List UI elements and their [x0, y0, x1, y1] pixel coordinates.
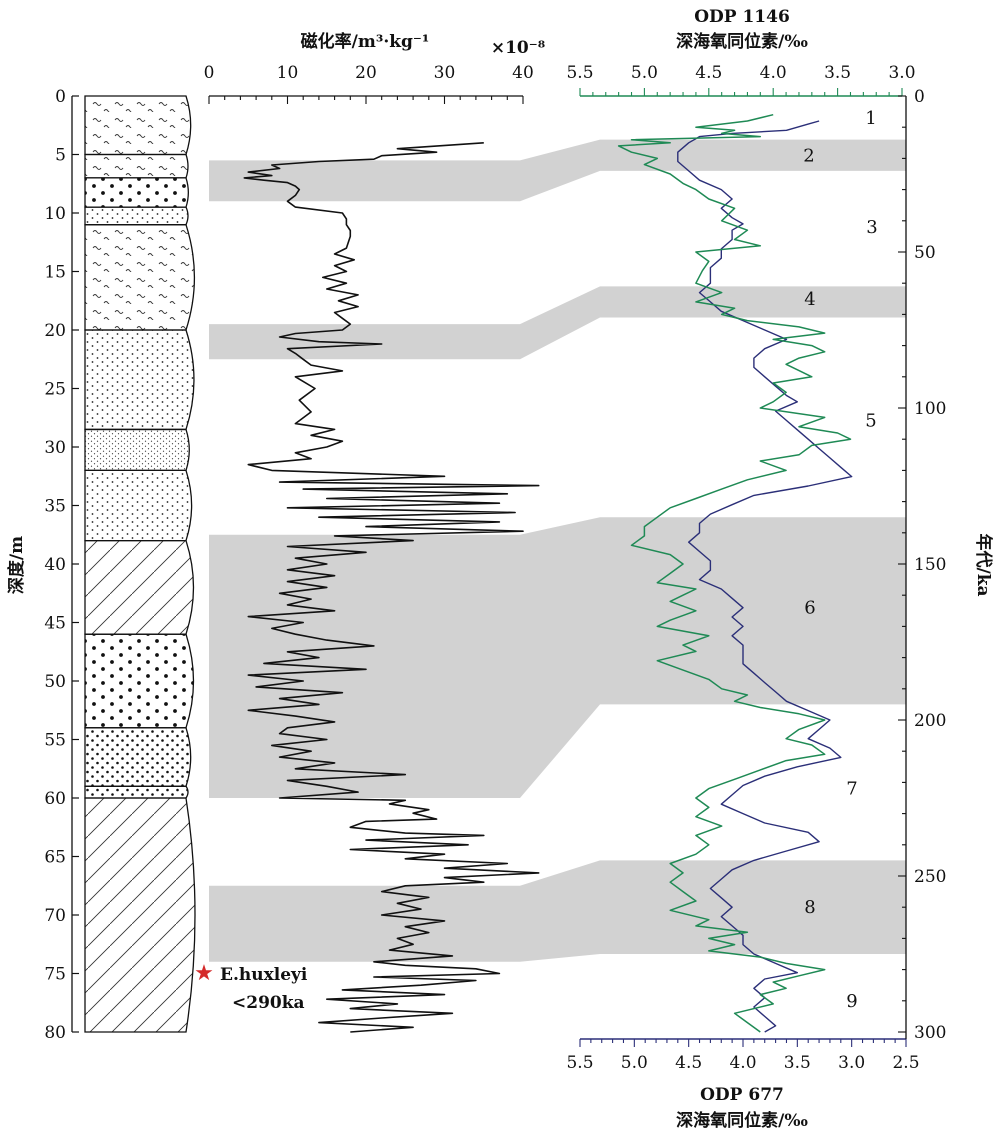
stage-label: 1	[865, 108, 876, 129]
lithology-unit	[84, 539, 195, 635]
data-lines	[243, 113, 853, 1033]
stage-label: 5	[865, 410, 876, 431]
odp1146-tick-label: 3.5	[824, 63, 851, 83]
odp677-subtitle: 深海氧同位素/‰	[676, 1110, 808, 1131]
depth-tick-label: 45	[44, 614, 66, 634]
lithology-unit	[84, 206, 189, 226]
odp1146-tick-label: 4.5	[695, 63, 722, 83]
odp1146-title: ODP 1146	[694, 7, 790, 27]
depth-axis-title: 深度/m	[6, 536, 27, 594]
isotope-stage-labels: 1 2 3 4 5 6 7 8 9	[803, 108, 877, 1012]
depth-tick-label: 40	[44, 555, 66, 575]
age-tick-label: 300	[914, 1023, 946, 1043]
odp1146-subtitle: 深海氧同位素/‰	[676, 31, 808, 52]
ms-axis-title: 磁化率/m³·kg⁻¹	[301, 31, 430, 52]
lithology-unit	[84, 633, 195, 729]
odp677-tick-label: 3.0	[838, 1053, 865, 1073]
lithology-unit	[84, 177, 189, 208]
lithology-unit	[84, 727, 192, 787]
glacial-band	[209, 517, 906, 798]
age-tick-label: 200	[914, 711, 946, 731]
stage-label: 2	[803, 145, 814, 166]
age-axis-title: 年代/ka	[973, 533, 994, 596]
age-tick-label: 0	[914, 87, 925, 107]
depth-tick-label: 60	[44, 789, 66, 809]
glacial-band	[209, 860, 906, 962]
age-tick-label: 250	[914, 867, 946, 887]
depth-tick-label: 25	[44, 380, 66, 400]
star-marker-icon: ★	[194, 961, 214, 986]
depth-tick-label: 70	[44, 906, 66, 926]
odp1146-series-line	[617, 113, 852, 1033]
age-tick-label: 100	[914, 399, 946, 419]
marker-species-label: E.huxleyi	[220, 965, 308, 985]
depth-tick-label: 50	[44, 672, 66, 692]
odp677-tick-label: 4.5	[675, 1053, 702, 1073]
odp1146-tick-label: 4.0	[760, 63, 787, 83]
ms-tick-label: 20	[355, 63, 377, 83]
depth-tick-label: 30	[44, 438, 66, 458]
ms-tick-label: 0	[204, 63, 215, 83]
depth-tick-label: 35	[44, 497, 66, 517]
depth-tick-label: 10	[44, 204, 66, 224]
ms-multiplier: ×10⁻⁸	[491, 38, 545, 58]
stage-label: 8	[804, 897, 815, 918]
depth-tick-label: 0	[55, 87, 66, 107]
glacial-band	[209, 139, 906, 202]
depth-tick-label: 80	[44, 1023, 66, 1043]
depth-tick-label: 5	[55, 146, 66, 166]
depth-tick-label: 75	[44, 965, 66, 985]
stage-label: 9	[846, 991, 857, 1012]
lithology-unit	[84, 329, 195, 431]
glacial-band	[209, 286, 906, 360]
lithology-unit	[84, 153, 189, 179]
lithology-unit	[84, 95, 192, 156]
ms-tick-label: 30	[434, 63, 456, 83]
odp677-tick-label: 3.5	[784, 1053, 811, 1073]
marker-age-label: <290ka	[232, 993, 305, 1013]
lithology-unit	[84, 785, 189, 799]
stage-label: 6	[804, 598, 815, 619]
stage-label: 4	[804, 289, 815, 310]
depth-tick-label: 65	[44, 848, 66, 868]
odp677-tick-label: 4.0	[729, 1053, 756, 1073]
ms-tick-label: 40	[512, 63, 534, 83]
stage-label: 7	[846, 779, 857, 800]
lithology-unit	[84, 797, 196, 1033]
odp677-tick-label: 2.5	[892, 1053, 919, 1073]
odp677-tick-label: 5.5	[566, 1053, 593, 1073]
odp1146-tick-label: 3.0	[888, 63, 915, 83]
ms-series-line	[243, 142, 540, 1033]
depth-tick-label: 15	[44, 263, 66, 283]
lithology-unit	[84, 469, 193, 542]
odp1146-tick-label: 5.0	[631, 63, 658, 83]
stratigraphic-column	[84, 95, 196, 1033]
odp1146-tick-label: 5.5	[566, 63, 593, 83]
depth-tick-label: 20	[44, 321, 66, 341]
odp677-tick-label: 5.0	[621, 1053, 648, 1073]
lithology-unit	[84, 224, 196, 331]
age-tick-label: 50	[914, 243, 936, 263]
odp677-title: ODP 677	[700, 1085, 784, 1105]
depth-tick-label: 55	[44, 731, 66, 751]
stage-label: 3	[866, 217, 877, 238]
age-tick-label: 150	[914, 555, 946, 575]
glacial-bands	[209, 139, 906, 962]
ms-tick-label: 10	[277, 63, 299, 83]
lithology-unit	[84, 428, 190, 472]
